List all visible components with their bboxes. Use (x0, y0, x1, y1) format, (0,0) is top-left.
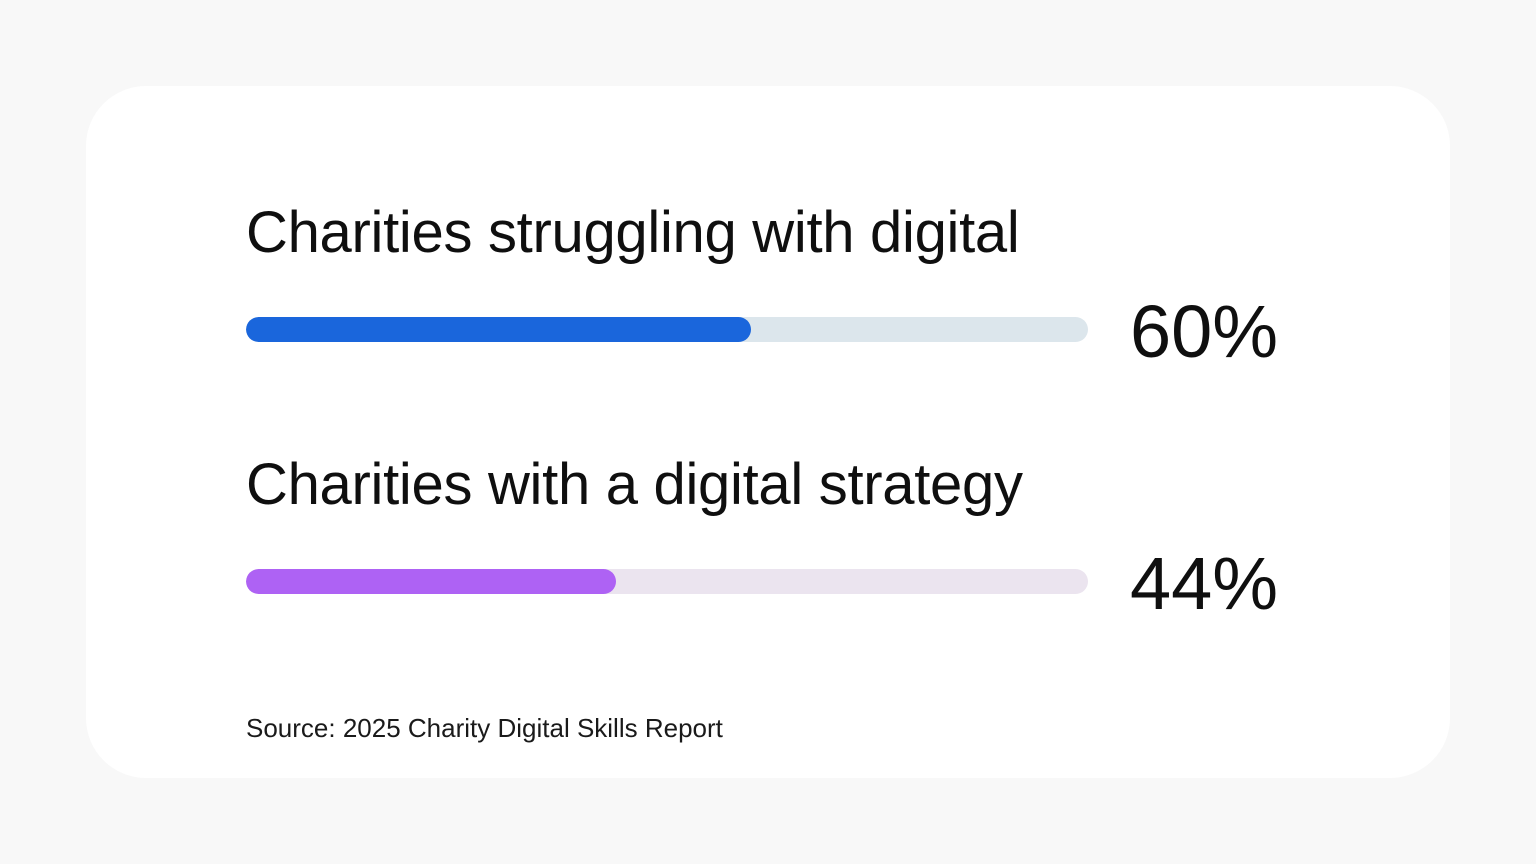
stat-label: Charities with a digital strategy (246, 452, 1023, 517)
stats-card: Charities struggling with digital 60% Ch… (86, 86, 1450, 778)
progress-bar-fill (246, 569, 617, 594)
stat-value: 60% (1130, 290, 1279, 373)
source-note: Source: 2025 Charity Digital Skills Repo… (246, 713, 723, 743)
progress-bar-fill (246, 317, 752, 342)
stat-value: 44% (1130, 542, 1279, 625)
progress-bar-track (246, 317, 1088, 342)
stat-label: Charities struggling with digital (246, 200, 1020, 265)
progress-bar-track (246, 569, 1088, 594)
